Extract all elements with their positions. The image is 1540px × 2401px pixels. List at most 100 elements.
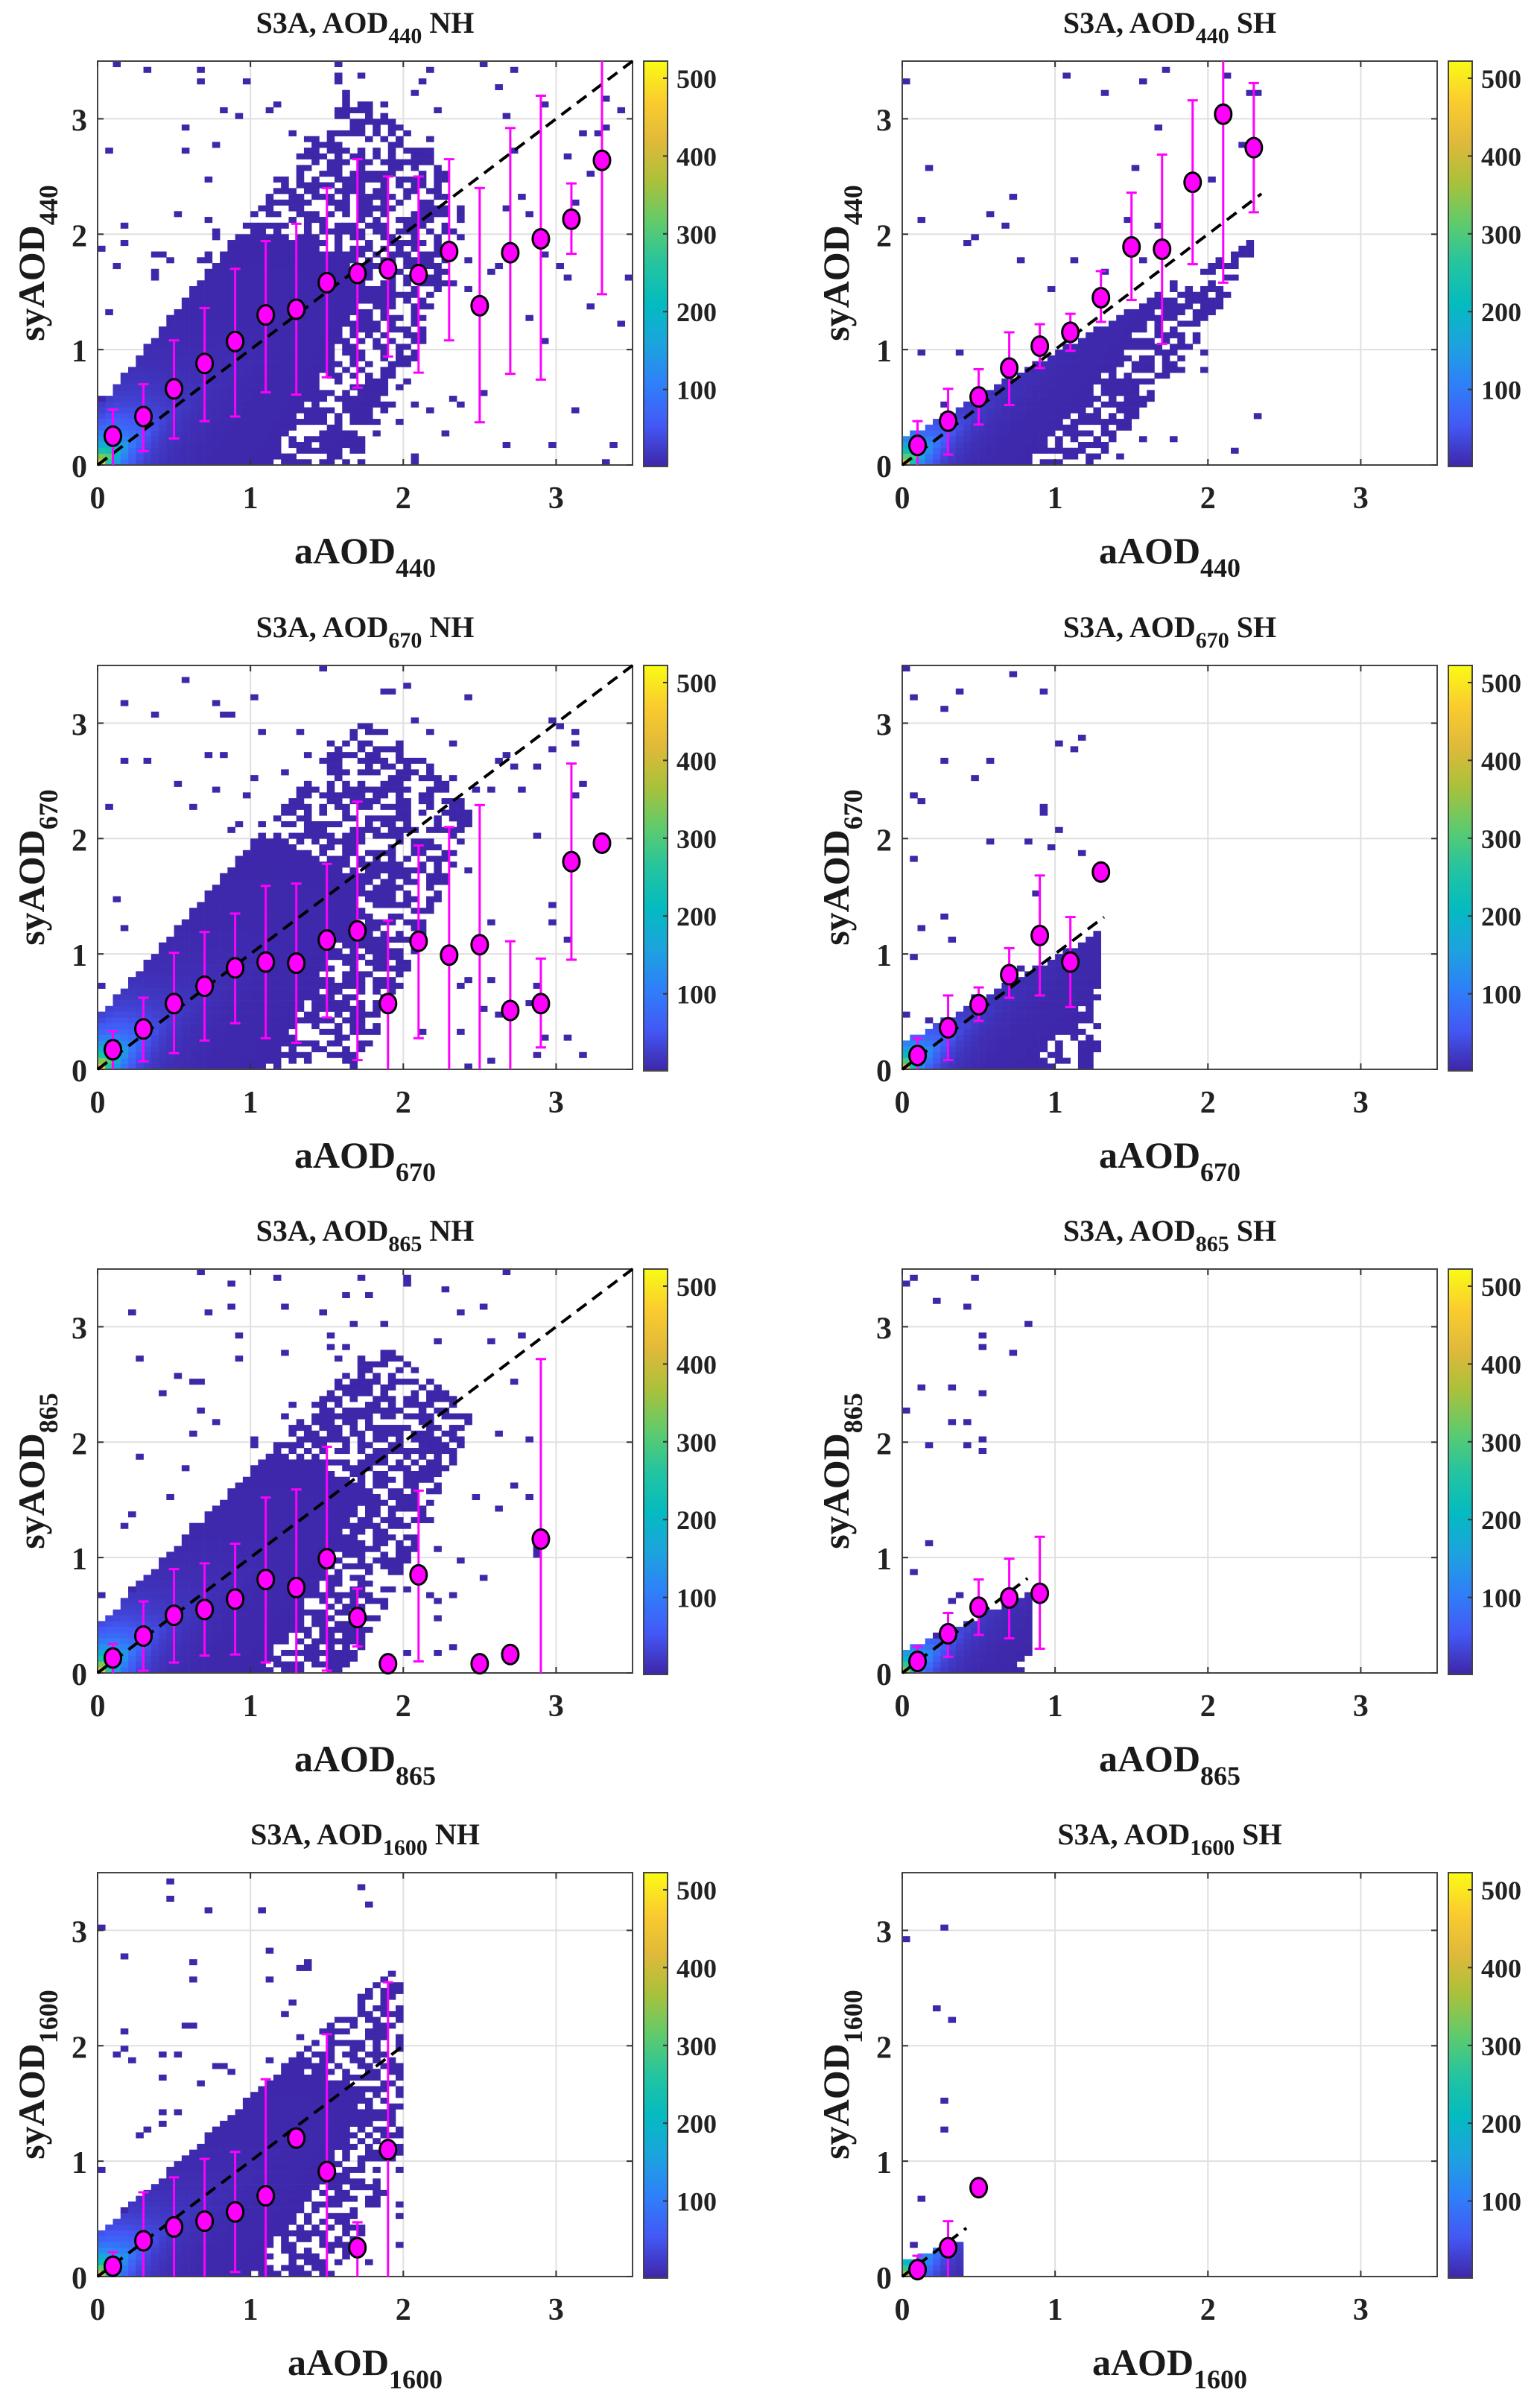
heatmap-bin (258, 396, 266, 402)
heatmap-bin (181, 424, 190, 431)
heatmap-bin (212, 994, 221, 1001)
heatmap-bin (373, 188, 381, 194)
heatmap-bin (326, 130, 335, 136)
heatmap-bin (357, 838, 366, 845)
heatmap-bin (136, 424, 144, 431)
heatmap-bin (1055, 390, 1063, 396)
heatmap-bin (1062, 378, 1071, 385)
axes-box (97, 665, 633, 1070)
heatmap-bin (288, 240, 297, 247)
heatmap-bin (174, 780, 183, 787)
x-axis-label-main: aAOD (294, 530, 396, 572)
heatmap-bin (212, 1057, 221, 1064)
heatmap-bin (434, 205, 442, 212)
binned-mean-marker (440, 944, 459, 967)
heatmap-bin (1231, 257, 1239, 264)
heatmap-bin (303, 217, 312, 224)
heatmap-bin (281, 344, 289, 350)
heatmap-bin (128, 988, 136, 995)
heatmap-bin (296, 1627, 305, 1633)
heatmap-bin (303, 361, 312, 367)
heatmap-bin (136, 1000, 144, 1007)
heatmap-bin (411, 285, 419, 293)
heatmap-bin (349, 896, 358, 902)
heatmap-bin (258, 1028, 266, 1035)
heatmap-bin (396, 775, 404, 782)
heatmap-bin (296, 419, 305, 426)
heatmap-bin (326, 314, 335, 321)
y-tick-label: 0 (72, 450, 87, 484)
heatmap-bin (994, 436, 1002, 443)
heatmap-bin (373, 344, 381, 350)
heatmap-bin (373, 118, 381, 125)
heatmap-bin (933, 1046, 941, 1053)
heatmap-bin (250, 1581, 259, 1587)
heatmap-bin (235, 274, 244, 281)
heatmap-bin (403, 775, 411, 782)
heatmap-bin (933, 419, 941, 426)
heatmap-bin (311, 879, 320, 885)
heatmap-bin (220, 977, 228, 984)
heatmap-bin (426, 769, 434, 776)
heatmap-bin (273, 1563, 282, 1569)
heatmap-bin (296, 171, 305, 177)
heatmap-bin (1032, 1046, 1040, 1053)
heatmap-bin (113, 413, 121, 420)
heatmap-bin (1047, 367, 1056, 373)
heatmap-bin (418, 78, 427, 85)
binned-mean-marker (969, 386, 989, 408)
heatmap-bin (1154, 297, 1163, 304)
heatmap-bin (235, 948, 244, 955)
heatmap-bin (994, 459, 1002, 466)
heatmap-bin (396, 355, 404, 361)
heatmap-bin (212, 959, 221, 966)
heatmap-bin (311, 188, 320, 194)
heatmap-bin (1124, 424, 1132, 431)
heatmap-bin (319, 919, 328, 926)
heatmap-bin (281, 1551, 289, 1558)
heatmap-bin (1062, 390, 1071, 396)
heatmap-bin (387, 775, 396, 782)
heatmap-bin (303, 314, 312, 321)
heatmap-bin (357, 101, 366, 108)
heatmap-bin (1039, 413, 1048, 420)
heatmap-bin (387, 988, 396, 995)
heatmap-bin (265, 873, 274, 879)
heatmap-bin (963, 430, 972, 437)
heatmap-bin (1253, 89, 1262, 96)
heatmap-bin (403, 194, 411, 200)
heatmap-bin (250, 1667, 259, 1674)
heatmap-bin (105, 413, 113, 420)
binned-mean-marker (592, 832, 612, 854)
heatmap-bin (1093, 1046, 1101, 1053)
heatmap-bin (212, 1034, 221, 1041)
heatmap-bin (380, 171, 389, 177)
heatmap-bin (311, 988, 320, 995)
heatmap-bin (265, 211, 274, 218)
heatmap-bin (441, 850, 450, 856)
heatmap-bin (1016, 396, 1025, 402)
heatmap-bin (396, 982, 404, 989)
heatmap-bin (978, 442, 987, 449)
heatmap-bin (189, 959, 197, 966)
heatmap-bin (281, 959, 289, 966)
heatmap-bin (334, 205, 343, 212)
heatmap-bin (204, 291, 213, 298)
heatmap-bin (396, 867, 404, 874)
heatmap-bin (1124, 309, 1132, 315)
heatmap-bin (334, 373, 343, 379)
heatmap-bin (1070, 349, 1079, 356)
heatmap-bin (227, 948, 235, 955)
heatmap-bin (1032, 1051, 1040, 1058)
heatmap-bin (105, 309, 113, 315)
heatmap-bin (288, 798, 297, 805)
x-axis-label-main: aAOD (1099, 530, 1200, 572)
heatmap-bin (220, 384, 228, 390)
heatmap-bin (933, 1057, 941, 1064)
heatmap-bin (1016, 1051, 1025, 1058)
heatmap-bin (281, 419, 289, 426)
y-tick-label: 1 (72, 335, 87, 369)
heatmap-bin (334, 199, 343, 206)
heatmap-bin (1062, 413, 1071, 420)
heatmap-bin (349, 176, 358, 183)
